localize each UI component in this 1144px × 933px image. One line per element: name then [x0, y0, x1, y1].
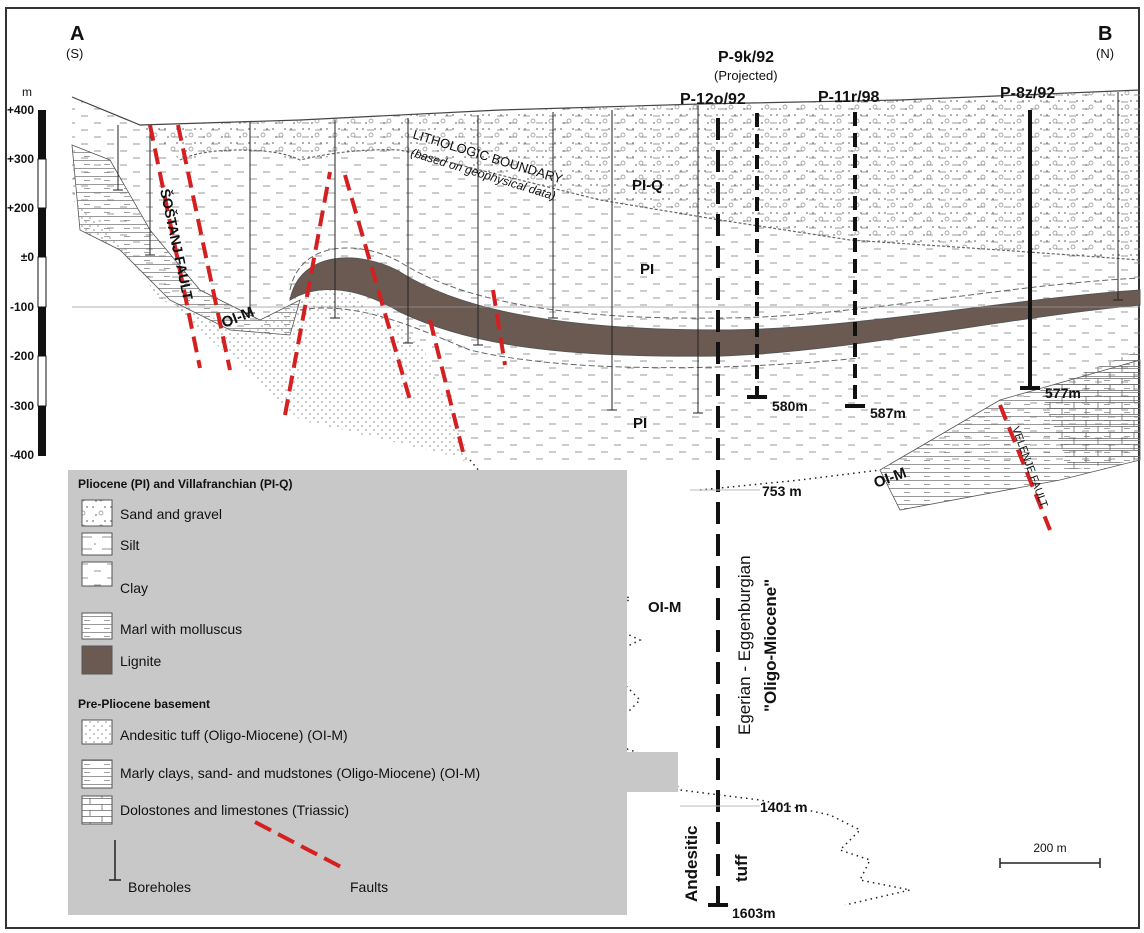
legend-item: Marl with molluscus: [120, 621, 242, 637]
borehole-note: (Projected): [714, 68, 778, 83]
unit-label: PI-Q: [632, 177, 663, 194]
depth-scale: [38, 110, 46, 456]
age-label: Egerian - Eggenburgian: [735, 555, 754, 735]
legend-heading: Pliocene (PI) and Villafranchian (PI-Q): [78, 477, 293, 491]
borehole-name: P-11r/98: [818, 89, 879, 106]
depth-label: +200: [7, 201, 34, 215]
legend-box: [68, 470, 678, 915]
shape: [82, 796, 112, 824]
shape: [38, 406, 46, 456]
legend-item: Sand and gravel: [120, 506, 222, 522]
depth-label: -300: [10, 399, 34, 413]
depth-label: -200: [10, 349, 34, 363]
borehole-depth: 587m: [870, 405, 906, 421]
section-direction: (S): [66, 46, 83, 61]
shape: [38, 257, 46, 307]
depth-mark: 753 m: [762, 483, 802, 499]
legend-item: Faults: [350, 879, 388, 895]
legend-item: Boreholes: [128, 879, 191, 895]
legend-item: Lignite: [120, 653, 161, 669]
shape: [38, 356, 46, 406]
borehole-depth: 1603m: [732, 905, 776, 921]
legend-item: Clay: [120, 580, 148, 596]
shape: [38, 208, 46, 257]
unit-label: PI: [633, 415, 647, 432]
shape: [82, 500, 112, 526]
shape: [82, 533, 112, 555]
section-start: A: [70, 23, 84, 45]
rock-label: tuff: [732, 854, 751, 882]
depth-mark: 1401 m: [760, 799, 807, 815]
shape: [82, 562, 112, 586]
scale-label: 200 m: [1033, 841, 1066, 855]
borehole-name: P-12o/92: [680, 91, 746, 108]
depth-unit: m: [22, 85, 32, 99]
age-note: "Oligo-Miocene": [761, 579, 780, 712]
borehole-name: P-8z/92: [1000, 85, 1055, 102]
legend-item: Marly clays, sand- and mudstones (Oligo-…: [120, 765, 480, 781]
legend-item: Dolostones and limestones (Triassic): [120, 802, 349, 818]
depth-label: ±0: [21, 250, 35, 264]
depth-label: -400: [10, 448, 34, 462]
legend-item: Andesitic tuff (Oligo-Miocene) (OI-M): [120, 727, 348, 743]
depth-label: +300: [7, 152, 34, 166]
shape: [82, 760, 112, 788]
rock-label: Andesitic: [682, 825, 701, 902]
shape: [82, 646, 112, 674]
legend-heading: Pre-Pliocene basement: [78, 697, 210, 711]
shape: [38, 307, 46, 356]
shape: [82, 720, 112, 744]
unit-label: PI: [640, 261, 654, 278]
borehole-depth: 577m: [1045, 385, 1081, 401]
shape: [82, 500, 112, 824]
borehole-depth: 580m: [772, 398, 808, 414]
legend-item: Silt: [120, 537, 140, 553]
shape: [38, 159, 46, 208]
cross-section: m +400 +300 +200 ±0 -100 -200 -300 -400 …: [0, 0, 1144, 933]
shape: [82, 613, 112, 639]
unit-label: OI-M: [648, 599, 681, 616]
depth-label: +400: [7, 103, 34, 117]
borehole-name: P-9k/92: [718, 49, 774, 66]
section-direction: (N): [1096, 46, 1114, 61]
depth-label: -100: [10, 300, 34, 314]
section-end: B: [1098, 23, 1112, 45]
shape: [38, 110, 46, 159]
